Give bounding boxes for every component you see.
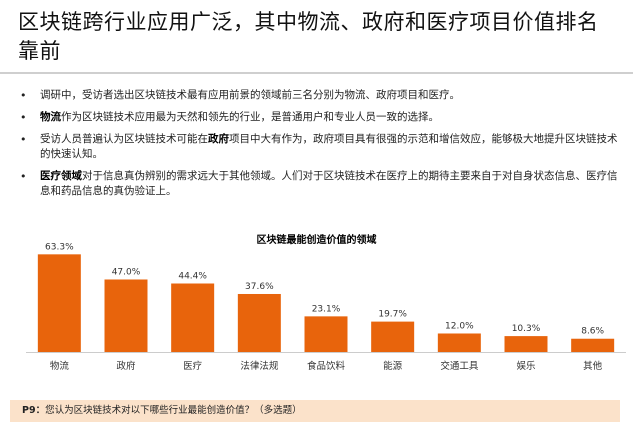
bar-2 — [171, 283, 215, 352]
title-divider — [0, 72, 633, 74]
bar-value-label-0: 63.3% — [45, 242, 74, 252]
bullet-text: 调研中，受访者选出区块链技术最有应用前景的领域前三名分别为物流、政府项目和医疗。 — [40, 89, 460, 101]
bar-value-label-5: 19.7% — [378, 310, 407, 320]
bullet-list: • 调研中，受访者选出区块链技术最有应用前景的领域前三名分别为物流、政府项目和医… — [20, 88, 620, 206]
bar-8 — [571, 338, 615, 352]
bullet-text: 对于信息真伪辨别的需求远大于其他领域。人们对于区块链技术在医疗上的期待主要来自于… — [40, 170, 618, 197]
bar-value-label-8: 8.6% — [581, 327, 604, 337]
category-label-2: 医疗 — [183, 360, 203, 372]
category-label-3: 法律法规 — [240, 360, 279, 372]
bullet-item-2: • 物流作为区块链技术应用最为天然和领先的行业，是普通用户和专业人员一致的选择。 — [20, 110, 620, 125]
bullet-item-1: • 调研中，受访者选出区块链技术最有应用前景的领域前三名分别为物流、政府项目和医… — [20, 88, 620, 103]
bullet-bold: 物流 — [40, 111, 61, 123]
category-label-0: 物流 — [50, 360, 70, 372]
bar-7 — [504, 336, 548, 352]
question-footer: P9：您认为区块链技术对以下哪些行业最能创造价值？（多选题） — [10, 400, 620, 422]
bullet-dot-icon: • — [20, 133, 27, 146]
bullet-text: 作为区块链技术应用最为天然和领先的行业，是普通用户和专业人员一致的选择。 — [61, 111, 439, 123]
bar-value-label-7: 10.3% — [512, 324, 541, 334]
bar-value-label-3: 37.6% — [245, 282, 274, 292]
bullet-dot-icon: • — [20, 89, 27, 102]
page-title: 区块链跨行业应用广泛，其中物流、政府和医疗项目价值排名靠前 — [18, 10, 599, 63]
bullet-dot-icon: • — [20, 170, 27, 183]
bar-0 — [37, 254, 81, 352]
bullet-text: 项目中大有作为，政府项目具有很强的示范和增信效应，能够极大地提升区块链技术的快速… — [40, 133, 618, 160]
bar-4 — [304, 316, 348, 352]
footer-text: 您认为区块链技术对以下哪些行业最能创造价值？（多选题） — [45, 405, 302, 416]
category-label-8: 其他 — [583, 360, 603, 372]
category-label-4: 食品饮料 — [307, 360, 346, 372]
category-label-6: 交通工具 — [440, 360, 479, 372]
bar-chart: 63.3% 物流 47.0% 政府 44.4% 医疗 37.6% 法律法规 23.1% 食品饮料 1… — [26, 242, 626, 372]
bullet-item-3: • 受访人员普遍认为区块链技术可能在政府项目中大有作为，政府项目具有很强的示范和… — [20, 132, 620, 162]
bar-value-label-4: 23.1% — [312, 304, 341, 314]
footer-label: P9： — [22, 405, 46, 416]
category-label-5: 能源 — [383, 360, 403, 372]
bar-value-label-6: 12.0% — [445, 321, 474, 331]
bullet-dot-icon: • — [20, 111, 27, 124]
bar-value-label-2: 44.4% — [178, 271, 207, 281]
category-label-7: 娱乐 — [516, 360, 536, 372]
bullet-bold: 医疗领域 — [40, 170, 82, 182]
bar-3 — [237, 293, 281, 352]
bar-6 — [437, 333, 481, 352]
bar-5 — [371, 321, 415, 352]
bullet-bold: 政府 — [208, 133, 229, 145]
bar-value-label-1: 47.0% — [112, 267, 141, 277]
bullet-item-4: • 医疗领域对于信息真伪辨别的需求远大于其他领域。人们对于区块链技术在医疗上的期… — [20, 169, 620, 199]
chart-title: 区块链最能创造价值的领域 — [256, 235, 377, 246]
category-label-1: 政府 — [116, 360, 136, 372]
bar-1 — [104, 279, 148, 352]
bullet-prefix: 受访人员普遍认为区块链技术可能在 — [40, 133, 208, 145]
